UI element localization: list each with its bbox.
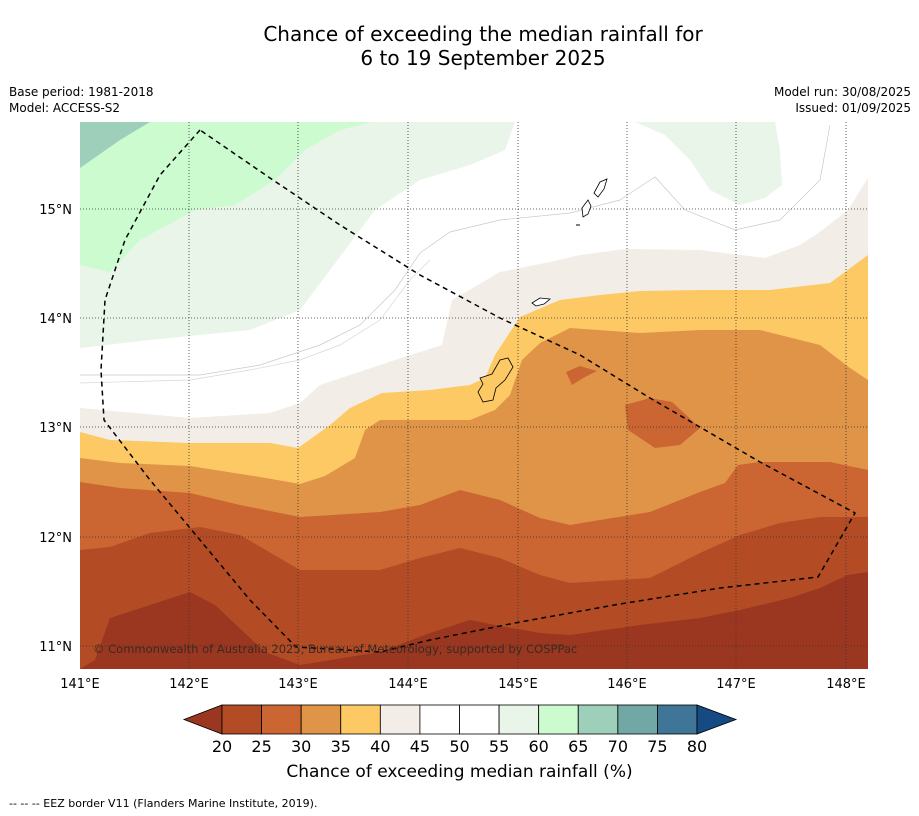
colorbar-over-arrow bbox=[696, 704, 738, 735]
colorbar-tick-label: 35 bbox=[331, 737, 351, 756]
colorbar-tick-label: 55 bbox=[489, 737, 509, 756]
island-saipan bbox=[593, 178, 608, 198]
rainfall-bands: © Commonwealth of Australia 2025, Bureau… bbox=[80, 122, 868, 669]
colorbar-cell bbox=[459, 704, 500, 735]
colorbar-tick-labels: 20 25 30 35 40 45 50 55 60 65 70 75 80 bbox=[212, 737, 707, 756]
base-period-label: Base period: 1981-2018 bbox=[9, 85, 154, 99]
lon-tick-label: 145°E bbox=[498, 677, 538, 692]
lon-tick-label: 148°E bbox=[826, 677, 866, 692]
colorbar-tick-label: 80 bbox=[687, 737, 707, 756]
contour-line-1 bbox=[80, 124, 831, 376]
colorbar-cell bbox=[657, 704, 698, 735]
colorbar-cell bbox=[419, 704, 460, 735]
meta-left: Base period: 1981-2018 Model: ACCESS-S2 bbox=[9, 84, 154, 116]
colorbar-cell bbox=[261, 704, 302, 735]
colorbar-tick-label: 40 bbox=[370, 737, 390, 756]
island-tinian bbox=[581, 199, 592, 218]
patch-30-35-a bbox=[566, 366, 597, 385]
colorbar-cell bbox=[498, 704, 540, 735]
island-rota bbox=[531, 297, 551, 307]
colorbar-tick-label: 65 bbox=[568, 737, 588, 756]
issued-label: Issued: 01/09/2025 bbox=[795, 101, 911, 115]
lat-tick-labels: 15°N 14°N 13°N 12°N 11°N bbox=[39, 203, 72, 655]
band-65-70 bbox=[80, 122, 150, 168]
lat-tick-label: 15°N bbox=[39, 203, 72, 218]
gridlines bbox=[80, 122, 868, 669]
band-60-65 bbox=[80, 122, 372, 272]
lat-tick-label: 11°N bbox=[39, 640, 72, 655]
colorbar-under-arrow bbox=[182, 704, 223, 735]
colorbar-cell bbox=[538, 704, 579, 735]
colorbar-tick-label: 75 bbox=[647, 737, 667, 756]
lon-tick-label: 146°E bbox=[607, 677, 647, 692]
colorbar-cell bbox=[300, 704, 342, 735]
colorbar-cell bbox=[617, 704, 658, 735]
eez-border bbox=[100, 129, 857, 653]
colorbar-tick-label: 50 bbox=[449, 737, 469, 756]
patch-30-35-b bbox=[625, 398, 700, 448]
lat-tick-label: 14°N bbox=[39, 312, 72, 327]
copyright-text: © Commonwealth of Australia 2025, Bureau… bbox=[93, 642, 577, 656]
colorbar-tick-label: 70 bbox=[608, 737, 628, 756]
colorbar-cell bbox=[221, 704, 262, 735]
band-55-60-east bbox=[635, 122, 782, 205]
colorbar-cell bbox=[379, 704, 421, 735]
band-20-25 bbox=[80, 572, 868, 669]
island-guam bbox=[477, 357, 514, 403]
colorbar-cells bbox=[182, 704, 738, 735]
lat-tick-label: 12°N bbox=[39, 531, 72, 546]
model-run-label: Model run: 30/08/2025 bbox=[773, 85, 911, 99]
colorbar-title: Chance of exceeding median rainfall (%) bbox=[286, 762, 633, 782]
title-line-2: 6 to 19 September 2025 bbox=[360, 46, 606, 70]
lon-tick-label: 147°E bbox=[716, 677, 756, 692]
colorbar-cell bbox=[577, 704, 619, 735]
map-title: Chance of exceeding the median rainfall … bbox=[0, 22, 919, 70]
lon-tick-label: 142°E bbox=[169, 677, 209, 692]
lon-tick-label: 143°E bbox=[278, 677, 318, 692]
colorbar: 20 25 30 35 40 45 50 55 60 65 70 75 80 bbox=[182, 704, 738, 756]
colorbar-tick-label: 45 bbox=[410, 737, 430, 756]
model-label: Model: ACCESS-S2 bbox=[9, 101, 121, 115]
colorbar-tick-label: 30 bbox=[291, 737, 311, 756]
lat-tick-label: 13°N bbox=[39, 421, 72, 436]
colorbar-cell bbox=[340, 704, 381, 735]
meta-right: Model run: 30/08/2025 Issued: 01/09/2025 bbox=[774, 84, 911, 116]
contour-line-2 bbox=[80, 259, 431, 384]
lon-tick-labels: 141°E 142°E 143°E 144°E 145°E 146°E 147°… bbox=[60, 677, 866, 692]
colorbar-tick-label: 25 bbox=[251, 737, 271, 756]
lon-tick-label: 141°E bbox=[60, 677, 100, 692]
title-line-1: Chance of exceeding the median rainfall … bbox=[263, 22, 703, 46]
colorbar-tick-label: 20 bbox=[212, 737, 232, 756]
rainfall-map: © Commonwealth of Australia 2025, Bureau… bbox=[39, 122, 868, 692]
lon-tick-label: 144°E bbox=[388, 677, 428, 692]
colorbar-tick-label: 60 bbox=[528, 737, 548, 756]
eez-footnote: -- -- -- EEZ border V11 (Flanders Marine… bbox=[9, 797, 318, 810]
